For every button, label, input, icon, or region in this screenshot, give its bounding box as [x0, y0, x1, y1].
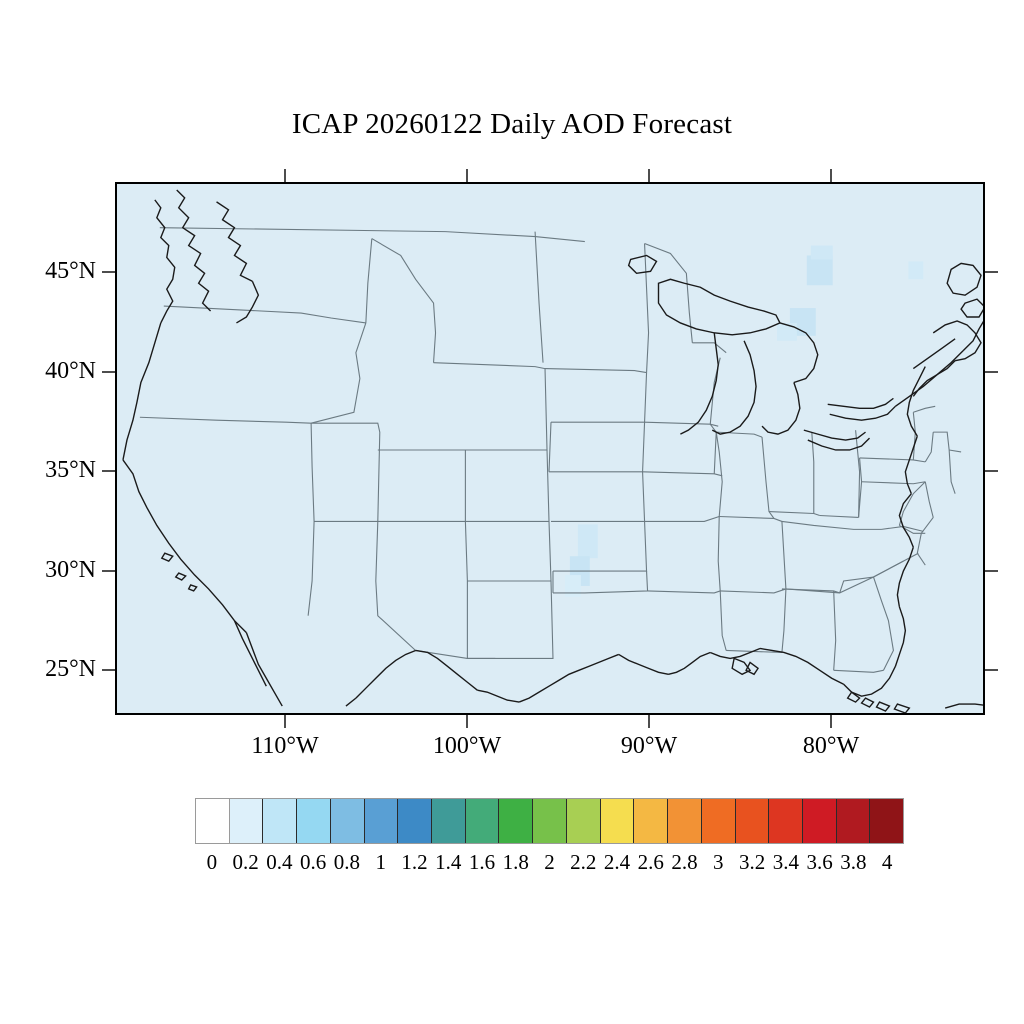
colorbar-tick-3.8: 3.8 [840, 850, 867, 874]
y-axis-label-40n: 40°N [45, 358, 96, 384]
y-tick-25n [102, 669, 115, 671]
y-axis-label-25n: 25°N [45, 656, 96, 682]
colorbar-cell-11 [566, 799, 601, 843]
colorbar-cell-13 [634, 799, 669, 843]
y-tick-45n [102, 271, 115, 273]
coastlines [122, 189, 983, 713]
colorbar-tick-1.6: 1.6 [468, 850, 496, 874]
colorbar-tick-2.4: 2.4 [603, 850, 631, 874]
colorbar-cell-20 [870, 799, 904, 843]
map-plot-area[interactable] [115, 182, 985, 715]
colorbar[interactable] [195, 798, 904, 844]
colorbar-tick-4: 4 [881, 850, 893, 874]
colorbar-cell-2 [263, 799, 298, 843]
colorbar-cell-9 [499, 799, 534, 843]
colorbar-cell-15 [701, 799, 736, 843]
colorbar-cell-16 [735, 799, 770, 843]
colorbar-cell-19 [836, 799, 871, 843]
colorbar-tick-1.2: 1.2 [401, 850, 428, 874]
y-tick-30n [102, 570, 115, 572]
y-tick-right-35n [985, 470, 998, 472]
colorbar-cell-1 [229, 799, 264, 843]
x-tick-110w [284, 715, 286, 728]
y-tick-35n [102, 470, 115, 472]
colorbar-cell-12 [600, 799, 635, 843]
colorbar-tick-0.8: 0.8 [333, 850, 361, 874]
colorbar-tick-1: 1 [375, 850, 386, 874]
x-tick-100w [466, 715, 468, 728]
x-tick-top-90w [648, 169, 650, 182]
colorbar-tick-1.8: 1.8 [502, 850, 529, 874]
x-axis-label-80w: 80°W [802, 733, 860, 759]
y-tick-40n [102, 371, 115, 373]
colorbar-tick-1.4: 1.4 [435, 850, 462, 874]
colorbar-cell-5 [364, 799, 399, 843]
y-tick-right-45n [985, 271, 998, 273]
y-tick-right-25n [985, 669, 998, 671]
colorbar-tick-0.6: 0.6 [300, 850, 327, 874]
colorbar-cell-7 [432, 799, 466, 843]
colorbar-cell-6 [398, 799, 433, 843]
colorbar-tick-2.6: 2.6 [637, 850, 664, 874]
x-tick-90w [648, 715, 650, 728]
chart-title: ICAP 20260122 Daily AOD Forecast [291, 108, 733, 140]
colorbar-tick-0.4: 0.4 [266, 850, 293, 874]
x-tick-top-110w [284, 169, 286, 182]
colorbar-tick-0: 0 [206, 850, 218, 874]
x-axis-label-100w: 100°W [432, 733, 502, 759]
colorbar-cell-10 [533, 799, 567, 843]
x-axis-label-90w: 90°W [620, 733, 678, 759]
colorbar-cell-0 [196, 799, 230, 843]
y-tick-right-30n [985, 570, 998, 572]
x-tick-top-80w [830, 169, 832, 182]
colorbar-tick-2.2: 2.2 [570, 850, 597, 874]
colorbar-tick-0.2: 0.2 [232, 850, 259, 874]
colorbar-tick-3: 3 [713, 850, 724, 874]
colorbar-cell-3 [297, 799, 331, 843]
colorbar-tick-3.4: 3.4 [772, 850, 799, 874]
y-axis-label-45n: 45°N [45, 258, 96, 284]
x-axis-label-110w: 110°W [251, 733, 319, 759]
colorbar-tick-2.8: 2.8 [671, 850, 698, 874]
colorbar-cell-18 [802, 799, 837, 843]
map-vector-layer [122, 189, 983, 713]
y-tick-right-40n [985, 371, 998, 373]
x-tick-80w [830, 715, 832, 728]
colorbar-tick-3.2: 3.2 [738, 850, 766, 874]
colorbar-tick-2: 2 [544, 850, 555, 874]
colorbar-tick-3.6: 3.6 [806, 850, 833, 874]
colorbar-cell-14 [668, 799, 702, 843]
x-tick-top-100w [466, 169, 468, 182]
y-axis-label-30n: 30°N [45, 557, 96, 583]
colorbar-cell-4 [330, 799, 365, 843]
colorbar-cell-17 [769, 799, 803, 843]
colorbar-tick-labels: 0 0.2 0.4 0.6 0.8 1 1.2 1.4 1.6 1.8 2 2.2 2.4 2.6 2.8 3… [195, 850, 904, 880]
colorbar-cell-8 [465, 799, 500, 843]
y-axis-label-35n: 35°N [45, 457, 96, 483]
